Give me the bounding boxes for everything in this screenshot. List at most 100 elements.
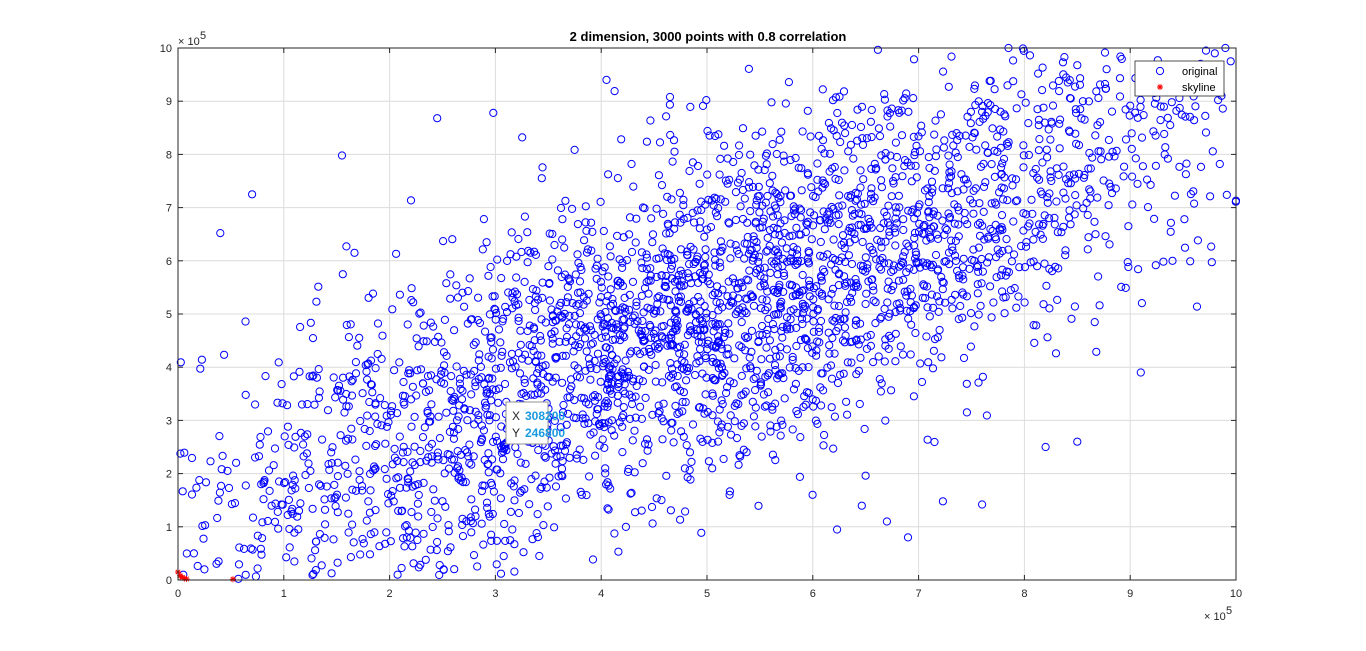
data-point-original[interactable] [809,191,818,201]
data-point-original[interactable] [434,412,443,421]
data-point-original[interactable] [1069,170,1079,179]
data-point-original[interactable] [435,561,444,570]
data-point-original[interactable] [442,408,451,417]
data-point-original[interactable] [367,380,376,389]
data-point-original[interactable] [708,464,717,473]
data-point-original[interactable] [478,481,487,490]
data-point-original[interactable] [567,336,576,346]
data-point-original[interactable] [462,370,471,379]
data-point-original[interactable] [693,352,702,361]
data-point-original[interactable] [503,256,512,265]
data-point-original[interactable] [344,434,353,443]
data-point-original[interactable] [862,134,872,143]
data-point-original[interactable] [835,191,844,200]
data-point-original[interactable] [696,217,705,226]
data-point-original[interactable] [508,357,518,366]
data-point-original[interactable] [1196,162,1206,171]
data-point-original[interactable] [1020,298,1029,307]
data-point-original[interactable] [739,445,748,454]
data-point-original[interactable] [538,163,547,172]
data-point-original[interactable] [889,261,899,270]
data-point-original[interactable] [488,292,497,301]
data-point-original[interactable] [672,316,682,325]
data-point-original[interactable] [805,276,814,285]
data-point-original[interactable] [657,181,667,190]
data-point-original[interactable] [760,165,769,175]
data-point-original[interactable] [539,521,548,530]
data-point-original[interactable] [637,414,647,423]
data-point-original[interactable] [220,350,229,359]
data-point-original[interactable] [1102,65,1111,74]
data-point-original[interactable] [497,274,506,283]
data-point-original[interactable] [871,298,880,307]
data-point-original[interactable] [661,277,670,286]
data-point-original[interactable] [853,282,862,291]
data-point-original[interactable] [514,234,523,244]
data-point-original[interactable] [642,253,652,262]
data-point-original[interactable] [392,474,401,483]
data-point-original[interactable] [1064,179,1073,188]
data-point-original[interactable] [910,228,920,237]
data-point-original[interactable] [1167,98,1176,107]
data-point-original[interactable] [1047,176,1056,186]
data-point-original[interactable] [864,214,873,223]
data-point-original[interactable] [1166,121,1175,130]
data-point-original[interactable] [911,328,920,338]
data-point-original[interactable] [393,409,402,418]
data-point-original[interactable] [193,561,202,571]
data-point-original[interactable] [680,350,689,359]
data-point-original[interactable] [330,480,339,489]
data-point-original[interactable] [949,141,958,150]
data-point-original[interactable] [485,310,494,319]
data-point-original[interactable] [277,500,286,509]
data-point-original[interactable] [603,504,612,513]
data-point-skyline[interactable] [183,575,190,582]
data-point-original[interactable] [390,366,399,375]
data-point-original[interactable] [834,220,843,229]
legend[interactable]: original skyline [1134,60,1225,97]
data-point-original[interactable] [499,440,508,449]
data-point-original[interactable] [1011,197,1021,206]
data-point-original[interactable] [643,446,652,455]
data-point-original[interactable] [605,344,614,353]
data-point-original[interactable] [844,251,854,260]
data-point-original[interactable] [581,323,590,332]
data-point-original[interactable] [818,265,828,274]
data-point-original[interactable] [881,416,890,425]
data-point-original[interactable] [869,249,878,258]
data-point-original[interactable] [836,137,845,147]
data-point-original[interactable] [508,289,517,298]
data-point-original[interactable] [921,261,930,270]
data-point-original[interactable] [682,363,692,372]
data-point-original[interactable] [726,411,735,420]
data-point-original[interactable] [450,455,459,464]
data-point-original[interactable] [527,390,536,399]
data-point-original[interactable] [798,363,807,372]
data-point-original[interactable] [679,195,688,204]
data-point-original[interactable] [514,349,523,358]
data-point-original[interactable] [653,299,662,308]
data-point-original[interactable] [327,494,336,503]
data-point-original[interactable] [760,281,769,291]
data-point-original[interactable] [508,525,517,534]
data-point-original[interactable] [672,308,681,317]
data-point-original[interactable] [965,264,974,273]
data-point-original[interactable] [433,114,442,123]
data-point-original[interactable] [359,539,368,548]
data-point-original[interactable] [793,250,802,259]
data-point-original[interactable] [683,473,692,482]
data-point-original[interactable] [817,276,826,285]
data-point-original[interactable] [263,427,273,436]
data-point-original[interactable] [586,364,595,373]
data-point-original[interactable] [380,465,389,474]
data-point-original[interactable] [603,402,612,411]
data-point-original[interactable] [455,466,464,475]
data-point-original[interactable] [799,402,808,411]
data-point-original[interactable] [1071,129,1080,138]
data-point-original[interactable] [613,231,622,240]
data-point-original[interactable] [514,316,523,326]
data-point-original[interactable] [406,369,415,378]
data-point-original[interactable] [327,569,336,578]
data-point-original[interactable] [848,211,857,220]
data-point-original[interactable] [663,250,672,259]
